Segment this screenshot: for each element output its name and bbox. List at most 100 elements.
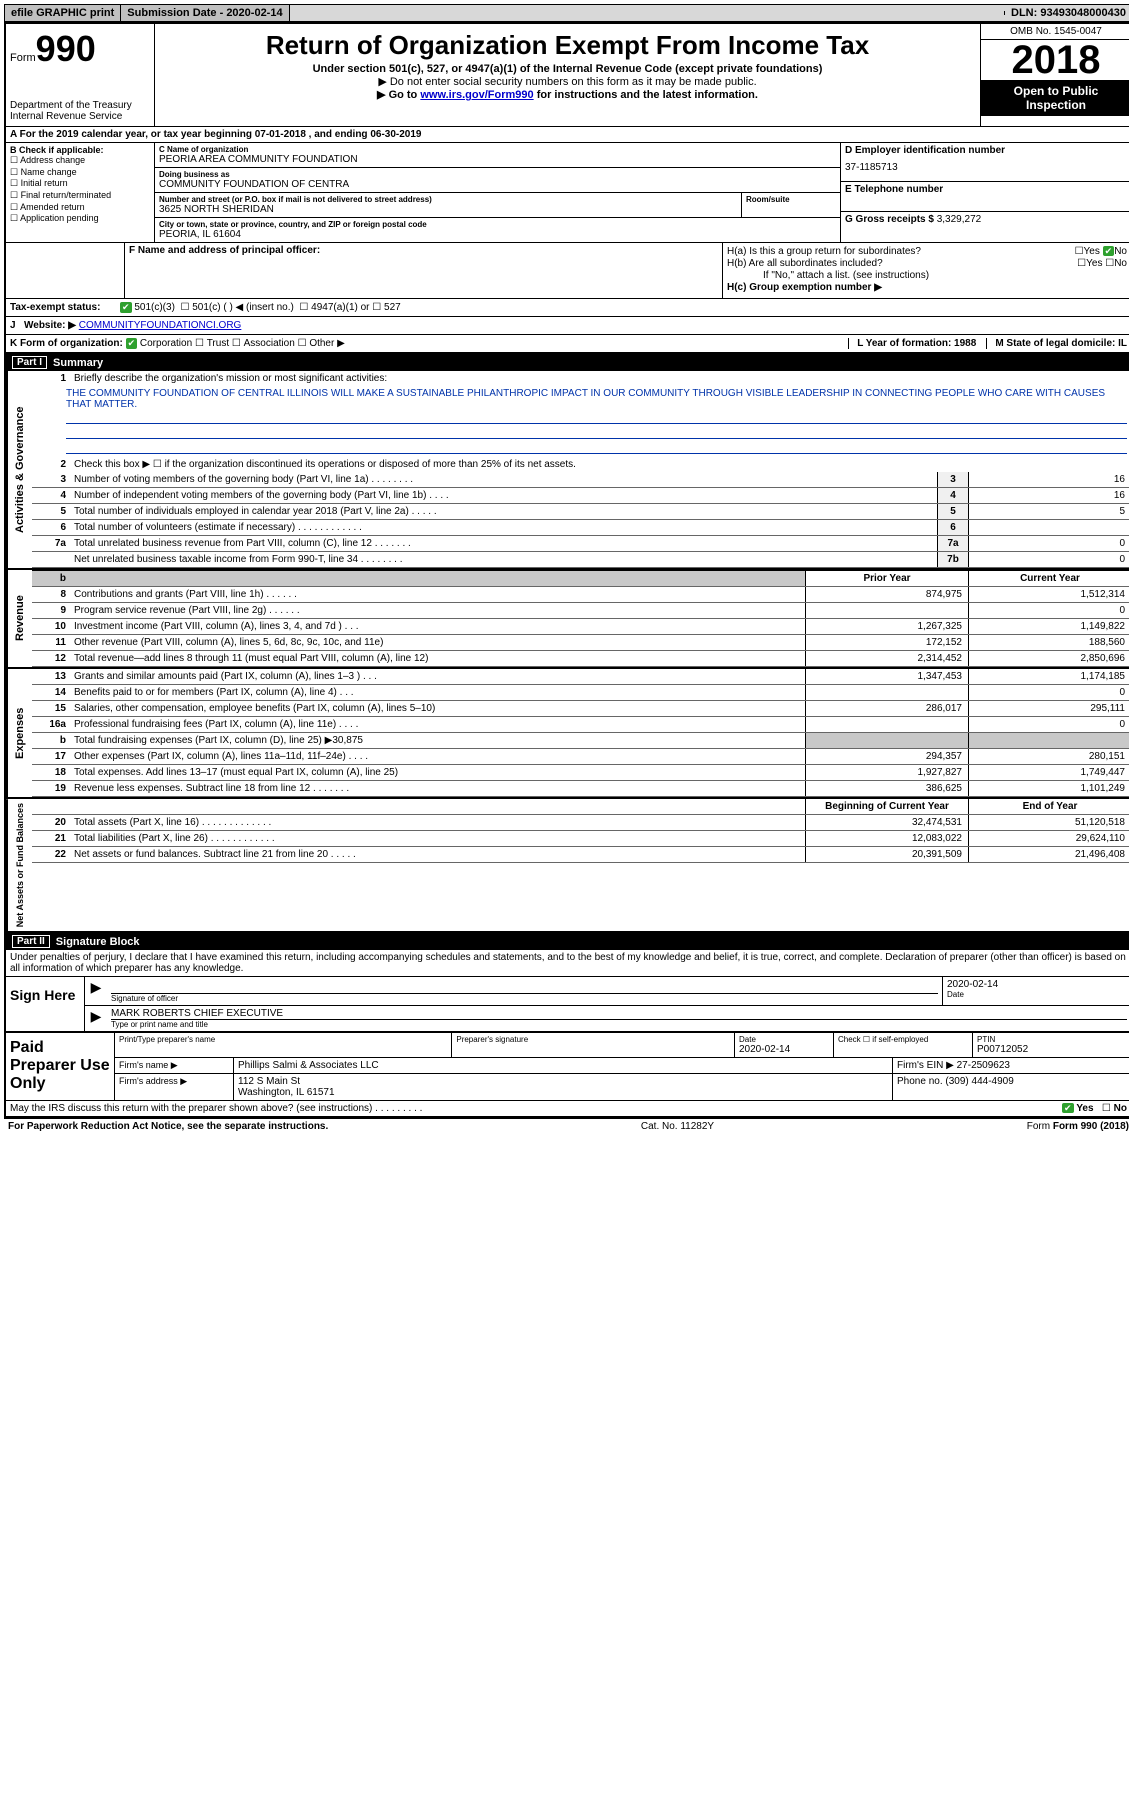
activity-row: 4Number of independent voting members of… (32, 488, 1129, 504)
b-header: B Check if applicable: (10, 145, 150, 155)
cb-501c3-checked[interactable]: ✔ (120, 302, 132, 313)
firm-addr-label: Firm's address ▶ (115, 1074, 234, 1100)
netasset-row: 20Total assets (Part X, line 16) . . . .… (32, 815, 1129, 831)
ein-value: 37-1185713 (845, 156, 1127, 179)
sig-date-value: 2020-02-14 (947, 979, 1127, 990)
activity-row: 5Total number of individuals employed in… (32, 504, 1129, 520)
topbar-spacer (290, 11, 1005, 15)
q2-text: Check this box ▶ ☐ if the organization d… (70, 457, 1129, 472)
opt-corporation: Corporation (140, 338, 192, 349)
section-revenue: Revenue b Prior Year Current Year 8Contr… (6, 570, 1129, 669)
submission-date: Submission Date - 2020-02-14 (121, 5, 289, 21)
j-label: J (10, 320, 24, 331)
footer-line: For Paperwork Reduction Act Notice, see … (4, 1119, 1129, 1134)
cb-address-change[interactable]: ☐ Address change (10, 155, 150, 167)
discuss-row: May the IRS discuss this return with the… (6, 1101, 1129, 1117)
prep-ptin: P00712052 (977, 1044, 1127, 1055)
row-k-form-org: K Form of organization: ✔ Corporation ☐ … (6, 335, 1129, 354)
expense-row: 18Total expenses. Add lines 13–17 (must … (32, 765, 1129, 781)
website-label: Website: ▶ (24, 320, 76, 331)
activity-row: 7aTotal unrelated business revenue from … (32, 536, 1129, 552)
cb-final-return[interactable]: ☐ Final return/terminated (10, 190, 150, 202)
hc-label: H(c) Group exemption number ▶ (727, 282, 882, 293)
expense-row: 17Other expenses (Part IX, column (A), l… (32, 749, 1129, 765)
tax-exempt-label: Tax-exempt status: (10, 302, 120, 313)
dept-treasury: Department of the Treasury Internal Reve… (10, 100, 150, 122)
part-ii-title: Signature Block (56, 936, 140, 948)
officer-name-label: Type or print name and title (111, 1020, 1127, 1029)
q2-num: 2 (32, 457, 70, 472)
vlabel-expenses: Expenses (6, 669, 32, 797)
tax-year: 2018 (981, 40, 1129, 80)
form-title: Return of Organization Exempt From Incom… (159, 30, 976, 61)
preparer-block: Paid Preparer Use Only Print/Type prepar… (6, 1033, 1129, 1101)
vlabel-netassets: Net Assets or Fund Balances (6, 799, 32, 931)
revenue-row: 9Program service revenue (Part VIII, lin… (32, 603, 1129, 619)
cb-application-pending[interactable]: ☐ Application pending (10, 213, 150, 225)
form-header: Form990 Department of the Treasury Inter… (6, 24, 1129, 127)
firm-name-label: Firm's name ▶ (115, 1058, 234, 1073)
officer-name: MARK ROBERTS CHIEF EXECUTIVE (111, 1008, 1127, 1020)
netasset-row: 22Net assets or fund balances. Subtract … (32, 847, 1129, 863)
sign-here-label: Sign Here (6, 977, 85, 1031)
activity-row: Net unrelated business taxable income fr… (32, 552, 1129, 568)
vlabel-activities: Activities & Governance (6, 371, 32, 568)
firm-name: Phillips Salmi & Associates LLC (234, 1058, 893, 1073)
form-subtitle-2: ▶ Do not enter social security numbers o… (159, 75, 976, 88)
block-b-c-d: B Check if applicable: ☐ Address change … (6, 143, 1129, 243)
firm-addr2: Washington, IL 61571 (238, 1087, 888, 1098)
org-name-label: C Name of organization (159, 145, 836, 154)
expense-row: 16aProfessional fundraising fees (Part I… (32, 717, 1129, 733)
activity-row: 3Number of voting members of the governi… (32, 472, 1129, 488)
row-j-website: J Website: ▶ COMMUNITYFOUNDATIONCI.ORG (6, 317, 1129, 335)
expense-row: bTotal fundraising expenses (Part IX, co… (32, 733, 1129, 749)
expense-row: 13Grants and similar amounts paid (Part … (32, 669, 1129, 685)
revenue-row: 12Total revenue—add lines 8 through 11 (… (32, 651, 1129, 667)
sig-caret-icon: ▶ (85, 977, 107, 1005)
signature-block: Under penalties of perjury, I declare th… (6, 950, 1129, 1117)
netasset-row: 21Total liabilities (Part X, line 26) . … (32, 831, 1129, 847)
cb-corporation-checked[interactable]: ✔ (126, 338, 138, 349)
rev-hdr-b: b (32, 571, 70, 586)
b-col-continued (6, 243, 125, 298)
website-link[interactable]: COMMUNITYFOUNDATIONCI.ORG (79, 320, 242, 331)
form-number: 990 (36, 28, 96, 69)
cb-initial-return[interactable]: ☐ Initial return (10, 178, 150, 190)
gross-receipts-label: G Gross receipts $ (845, 214, 934, 225)
open-to-public: Open to Public Inspection (981, 80, 1129, 116)
discuss-yes: Yes (1076, 1103, 1093, 1114)
form-id-block: Form990 Department of the Treasury Inter… (6, 24, 155, 126)
irs-link[interactable]: www.irs.gov/Form990 (420, 89, 533, 101)
ha-no[interactable]: No (1114, 246, 1127, 257)
part-i-title: Summary (53, 357, 103, 369)
firm-ein: 27-2509623 (957, 1060, 1010, 1071)
revenue-row: 8Contributions and grants (Part VIII, li… (32, 587, 1129, 603)
discuss-yes-checked[interactable]: ✔ (1062, 1103, 1074, 1113)
section-c: C Name of organization PEORIA AREA COMMU… (155, 143, 841, 242)
activity-row: 6Total number of volunteers (estimate if… (32, 520, 1129, 536)
efile-print-button[interactable]: efile GRAPHIC print (5, 5, 121, 21)
ha-yes[interactable]: Yes (1084, 246, 1100, 257)
firm-ein-label: Firm's EIN ▶ (897, 1060, 954, 1071)
part-i-header: Part I Summary (6, 354, 1129, 371)
firm-addr1: 112 S Main St (238, 1076, 888, 1087)
cb-amended-return[interactable]: ☐ Amended return (10, 202, 150, 214)
na-hdr-end: End of Year (968, 799, 1129, 814)
dln: DLN: 93493048000430 (1005, 5, 1129, 21)
addr-label: Number and street (or P.O. box if mail i… (159, 195, 737, 204)
form-subtitle-3: ▶ Go to www.irs.gov/Form990 for instruct… (159, 88, 976, 101)
row-i-tax-status: Tax-exempt status: ✔ 501(c)(3) ☐ 501(c) … (6, 299, 1129, 317)
discuss-text: May the IRS discuss this return with the… (10, 1103, 422, 1114)
section-activities: Activities & Governance 1 Briefly descri… (6, 371, 1129, 570)
opt-501c: 501(c) ( ) ◀ (insert no.) (192, 302, 294, 313)
form-title-block: Return of Organization Exempt From Incom… (155, 24, 981, 126)
cb-name-change[interactable]: ☐ Name change (10, 167, 150, 179)
prep-sig-hdr: Preparer's signature (456, 1035, 730, 1044)
prep-date-hdr: Date (739, 1035, 829, 1044)
sig-date-label: Date (947, 990, 1127, 999)
rev-hdr-current: Current Year (968, 571, 1129, 586)
part-ii-num: Part II (12, 935, 50, 948)
section-net-assets: Net Assets or Fund Balances Beginning of… (6, 799, 1129, 933)
na-hdr-beg: Beginning of Current Year (805, 799, 968, 814)
form-outer: Form990 Department of the Treasury Inter… (4, 22, 1129, 1119)
